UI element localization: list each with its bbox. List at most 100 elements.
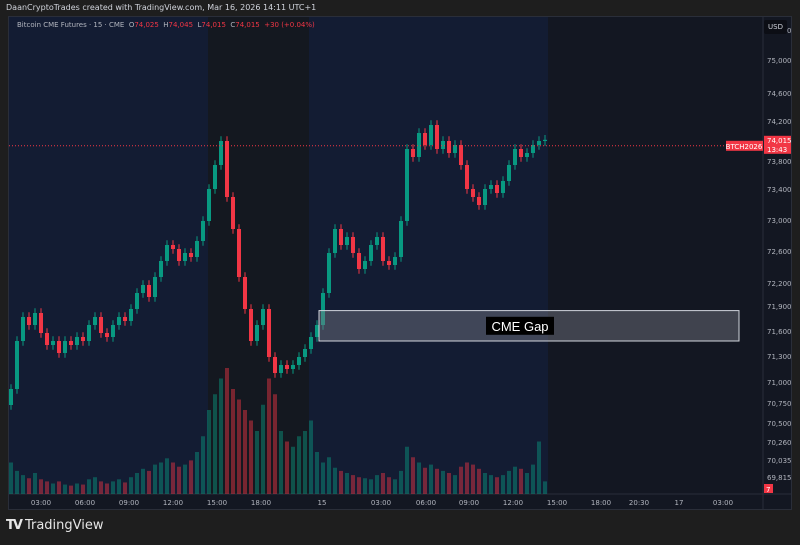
- price-tick: 70,035: [767, 457, 792, 465]
- low-label: L: [197, 21, 202, 29]
- candle-body: [99, 317, 103, 333]
- candle-body: [405, 149, 409, 221]
- candle-body: [369, 245, 373, 261]
- candle-body: [411, 149, 415, 157]
- currency-button[interactable]: USD: [764, 20, 787, 34]
- volume-bar: [87, 479, 91, 494]
- price-tick: 72,600: [767, 248, 792, 256]
- candle-body: [453, 145, 457, 153]
- candle-body: [507, 165, 511, 181]
- time-tick: 12:00: [163, 499, 183, 507]
- volume-bar: [225, 368, 229, 494]
- candle-body: [423, 133, 427, 145]
- price-tick: 70,750: [767, 400, 792, 408]
- volume-bar: [531, 464, 535, 494]
- candle-body: [183, 253, 187, 261]
- change-value: +30 (+0.04%): [264, 21, 315, 29]
- volume-bar: [255, 431, 259, 494]
- candle-body: [129, 309, 133, 321]
- candle-body: [339, 229, 343, 245]
- volume-bar: [105, 483, 109, 494]
- candle-body: [279, 365, 283, 373]
- volume-bar: [183, 464, 187, 494]
- volume-bar: [423, 467, 427, 494]
- volume-bar: [243, 410, 247, 494]
- open-label: O: [128, 21, 135, 29]
- candle-body: [177, 249, 181, 261]
- candle-body: [57, 341, 61, 353]
- volume-bar: [429, 464, 433, 494]
- candle-body: [441, 141, 445, 149]
- volume-bar: [99, 481, 103, 494]
- volume-bar: [465, 462, 469, 494]
- candle-body: [471, 189, 475, 197]
- price-tick: 73,400: [767, 186, 792, 194]
- high-value: 74,045: [168, 21, 194, 29]
- candle-body: [303, 349, 307, 357]
- volume-bar: [279, 431, 283, 494]
- candle-body: [213, 165, 217, 189]
- candle-body: [171, 245, 175, 249]
- candle-body: [105, 333, 109, 337]
- candle-body: [267, 309, 271, 357]
- volume-bar: [57, 481, 61, 494]
- candlestick-chart[interactable]: CME GapBTCH202674,01513:4375,25075,00074…: [9, 17, 792, 510]
- time-tick: 03:00: [371, 499, 391, 507]
- candle-body: [33, 313, 37, 325]
- volume-bar: [231, 389, 235, 494]
- volume-bar: [177, 466, 181, 494]
- candle-body: [255, 325, 259, 341]
- candle-body: [327, 253, 331, 293]
- candle-body: [345, 237, 349, 245]
- candle-body: [111, 325, 115, 337]
- volume-bar: [147, 470, 151, 494]
- volume-badge: 7: [766, 486, 770, 494]
- high-label: H: [163, 21, 169, 29]
- price-tick: 74,600: [767, 90, 792, 98]
- candle-body: [483, 189, 487, 205]
- volume-bar: [435, 468, 439, 494]
- candle-body: [489, 185, 493, 189]
- symbol-label[interactable]: Bitcoin CME Futures · 15 · CME: [17, 21, 125, 29]
- candle-body: [39, 313, 43, 333]
- tradingview-logo-icon: TV: [6, 518, 23, 533]
- candle-body: [237, 229, 241, 277]
- volume-bar: [309, 420, 313, 494]
- volume-bar: [213, 394, 217, 494]
- volume-bar: [171, 462, 175, 494]
- volume-bar: [345, 473, 349, 494]
- volume-bar: [417, 462, 421, 494]
- candle-body: [75, 337, 79, 345]
- volume-bar: [471, 464, 475, 494]
- candle-body: [201, 221, 205, 241]
- tradingview-logo[interactable]: TV TradingView: [6, 518, 103, 533]
- time-tick: 03:00: [713, 499, 733, 507]
- time-tick: 09:00: [119, 499, 139, 507]
- volume-bar: [261, 404, 265, 494]
- volume-bar: [33, 473, 37, 494]
- volume-bar: [153, 464, 157, 494]
- last-price-label: 74,015: [767, 137, 792, 145]
- price-tick: 71,600: [767, 328, 792, 336]
- volume-bar: [27, 478, 31, 494]
- ohlc-legend: Bitcoin CME Futures · 15 · CME O74,025 H…: [17, 21, 315, 29]
- candle-body: [9, 389, 13, 405]
- price-tick: 69,815: [767, 474, 792, 482]
- candle-body: [207, 189, 211, 221]
- volume-bar: [519, 468, 523, 494]
- volume-bar: [141, 468, 145, 494]
- candle-body: [219, 141, 223, 165]
- volume-bar: [189, 460, 193, 494]
- volume-bar: [195, 452, 199, 494]
- volume-bar: [501, 475, 505, 494]
- chart-pane[interactable]: CME GapBTCH202674,01513:4375,25075,00074…: [8, 16, 792, 510]
- price-tick: 73,000: [767, 217, 792, 225]
- volume-bar: [123, 482, 127, 494]
- time-tick: 03:00: [31, 499, 51, 507]
- volume-bar: [285, 441, 289, 494]
- volume-bar: [45, 481, 49, 494]
- candle-body: [459, 145, 463, 165]
- last-price-label-bg: [764, 135, 791, 154]
- candle-body: [525, 153, 529, 157]
- volume-bar: [483, 473, 487, 494]
